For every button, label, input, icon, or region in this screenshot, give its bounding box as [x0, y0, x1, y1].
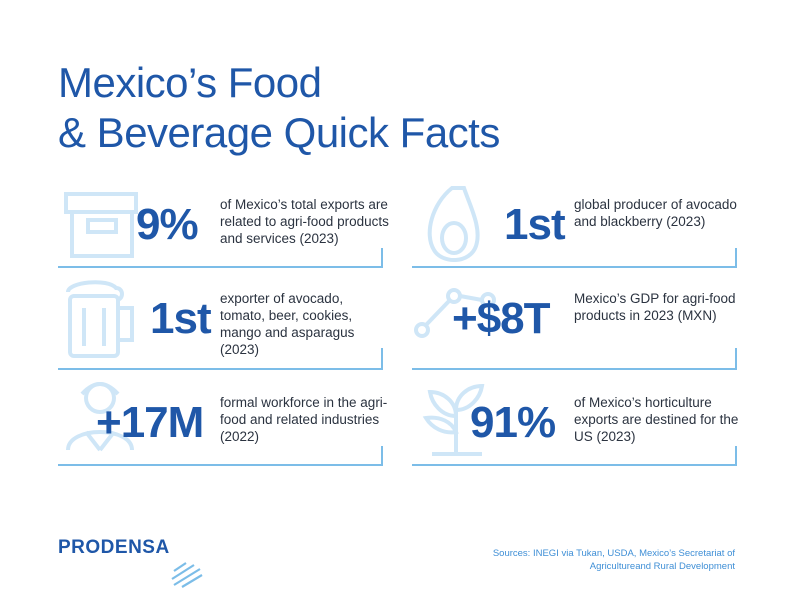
- fact-description: of Mexico’s horticulture exports are des…: [574, 395, 739, 444]
- fact-card-avocado: 1st global producer of avocado and black…: [412, 186, 737, 268]
- fact-value: 1st: [504, 200, 566, 249]
- divider-tick: [381, 446, 383, 466]
- divider-tick: [735, 348, 737, 368]
- fact-description: Mexico’s GDP for agri-food products in 2…: [574, 291, 736, 323]
- sprout-icon: [422, 383, 485, 456]
- fact-value: +$8T: [452, 294, 551, 343]
- fact-card-workforce: +17M formal workforce in the agri-food a…: [58, 382, 387, 466]
- fact-card-gdp: +$8T Mexico’s GDP for agri-food products…: [412, 288, 737, 370]
- fact-value: 1st: [150, 294, 212, 343]
- divider-line: [412, 368, 737, 370]
- growth-chart-icon: [414, 288, 496, 338]
- divider-line: [412, 464, 737, 466]
- fact-description: global producer of avocado and blackberr…: [574, 197, 737, 229]
- divider-line: [412, 266, 737, 268]
- divider-line: [58, 368, 383, 370]
- fact-value: 91%: [470, 398, 556, 447]
- title-line-1: Mexico’s Food: [58, 59, 322, 106]
- divider-tick: [381, 248, 383, 268]
- fact-description: exporter of avocado, tomato, beer, cooki…: [220, 291, 355, 357]
- fact-value: 9%: [136, 200, 199, 249]
- fact-card-exporter: 1st exporter of avocado, tomato, beer, c…: [58, 280, 383, 370]
- divider-tick: [735, 248, 737, 268]
- avocado-icon: [427, 186, 480, 262]
- fact-card-horticulture: 91% of Mexico’s horticulture exports are…: [412, 383, 738, 466]
- fact-description: formal workforce in the agri-food and re…: [220, 395, 388, 444]
- divider-line: [58, 266, 383, 268]
- fact-description: of Mexico’s total exports are related to…: [220, 197, 389, 246]
- divider-tick: [381, 348, 383, 368]
- beer-mug-icon: [66, 280, 134, 358]
- logo-mark-icon: [171, 562, 203, 588]
- page-title: Mexico’s Food & Beverage Quick Facts: [58, 58, 500, 158]
- sources-note: Sources: INEGI via Tukan, USDA, Mexico’s…: [492, 548, 735, 572]
- divider-tick: [735, 446, 737, 466]
- divider-line: [58, 464, 383, 466]
- worker-icon: [66, 382, 134, 452]
- container-icon: [64, 192, 138, 258]
- fact-value: +17M: [96, 398, 204, 447]
- title-line-2: & Beverage Quick Facts: [58, 109, 500, 156]
- prodensa-logo: PRODENSA: [58, 537, 203, 588]
- logo-text: PRODENSA: [58, 537, 170, 558]
- fact-card-exports: 9% of Mexico’s total exports are related…: [58, 192, 389, 268]
